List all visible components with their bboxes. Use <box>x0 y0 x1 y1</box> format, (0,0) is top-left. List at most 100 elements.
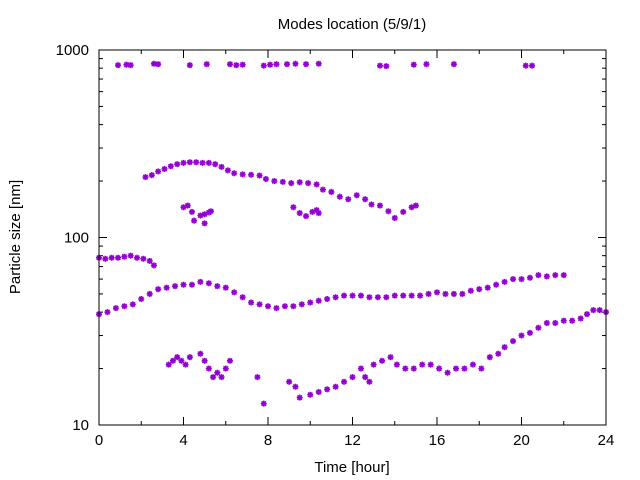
data-point <box>178 357 185 364</box>
data-point <box>349 374 356 381</box>
data-point <box>138 295 145 302</box>
data-point <box>279 178 286 185</box>
data-point <box>436 365 443 372</box>
data-point <box>286 378 293 385</box>
data-point <box>450 290 457 297</box>
data-point <box>419 361 426 368</box>
data-point <box>193 159 200 166</box>
data-point <box>284 61 291 68</box>
data-point <box>184 202 191 209</box>
data-point <box>203 61 210 68</box>
data-point <box>112 305 119 312</box>
data-point <box>349 292 356 299</box>
data-point <box>469 361 476 368</box>
data-point <box>102 255 109 262</box>
data-point <box>410 365 417 372</box>
data-point <box>417 292 424 299</box>
data-point <box>214 283 221 290</box>
data-point <box>108 254 115 261</box>
data-point <box>281 303 288 310</box>
data-point <box>163 284 170 291</box>
data-point <box>410 61 417 68</box>
data-point <box>303 61 310 68</box>
data-point <box>218 374 225 381</box>
data-point <box>459 290 466 297</box>
data-point <box>518 276 525 283</box>
data-point <box>210 374 217 381</box>
data-point <box>387 354 394 361</box>
data-point <box>140 255 147 262</box>
y-axis-label: Particle size [nm] <box>7 180 24 294</box>
data-point <box>188 281 195 288</box>
data-point <box>383 63 390 70</box>
x-tick-label: 24 <box>598 432 615 449</box>
data-point <box>596 307 603 314</box>
data-point <box>478 365 485 372</box>
data-point <box>376 62 383 69</box>
data-point <box>146 257 153 264</box>
data-point <box>115 254 122 261</box>
x-tick-label: 20 <box>513 432 530 449</box>
data-point <box>434 289 440 296</box>
data-point <box>400 292 407 299</box>
data-point <box>315 60 322 67</box>
data-point <box>205 159 212 166</box>
data-point <box>560 317 567 324</box>
data-point <box>226 61 233 68</box>
data-point <box>376 202 383 209</box>
data-point <box>583 311 590 318</box>
data-point <box>370 361 377 368</box>
data-point <box>233 62 240 69</box>
data-point <box>336 193 343 200</box>
data-point <box>408 204 415 211</box>
data-point <box>444 369 451 376</box>
data-point <box>182 361 189 368</box>
data-point <box>148 172 155 179</box>
data-point <box>155 286 162 293</box>
data-point <box>288 180 295 187</box>
data-point <box>543 319 550 326</box>
data-point <box>486 354 493 361</box>
data-point <box>134 254 141 261</box>
data-point <box>222 365 229 372</box>
data-point <box>256 301 263 308</box>
data-point <box>510 276 517 283</box>
data-point <box>552 319 559 326</box>
data-point <box>212 161 219 168</box>
data-point <box>450 61 457 68</box>
data-point <box>324 386 331 393</box>
data-point <box>484 284 491 291</box>
data-point <box>292 383 299 390</box>
data-point <box>425 290 432 297</box>
data-point <box>205 280 212 287</box>
data-point <box>529 62 536 69</box>
data-point <box>265 303 271 310</box>
data-point <box>391 215 398 222</box>
x-tick-label: 8 <box>264 432 272 449</box>
data-point <box>328 188 335 195</box>
data-point <box>127 252 134 259</box>
x-tick-label: 4 <box>179 432 187 449</box>
data-point <box>305 180 312 187</box>
data-point <box>201 220 208 227</box>
data-point <box>197 278 204 285</box>
data-point <box>393 361 400 368</box>
tick-labels: 0 4 8 12 16 20 24 10 100 1000 <box>56 42 615 449</box>
data-point <box>296 210 303 217</box>
data-point <box>197 350 204 357</box>
data-point <box>518 332 525 339</box>
data-point <box>313 181 320 188</box>
data-point <box>374 294 381 301</box>
data-point <box>214 369 221 376</box>
data-point <box>222 284 229 291</box>
data-point <box>453 365 460 372</box>
data-point <box>239 294 246 301</box>
data-point <box>423 61 430 68</box>
x-tick-label: 12 <box>344 432 361 449</box>
data-point <box>332 383 339 390</box>
data-point <box>315 210 322 217</box>
x-tick-label: 16 <box>429 432 446 449</box>
data-point <box>165 361 172 368</box>
data-point <box>501 344 508 351</box>
